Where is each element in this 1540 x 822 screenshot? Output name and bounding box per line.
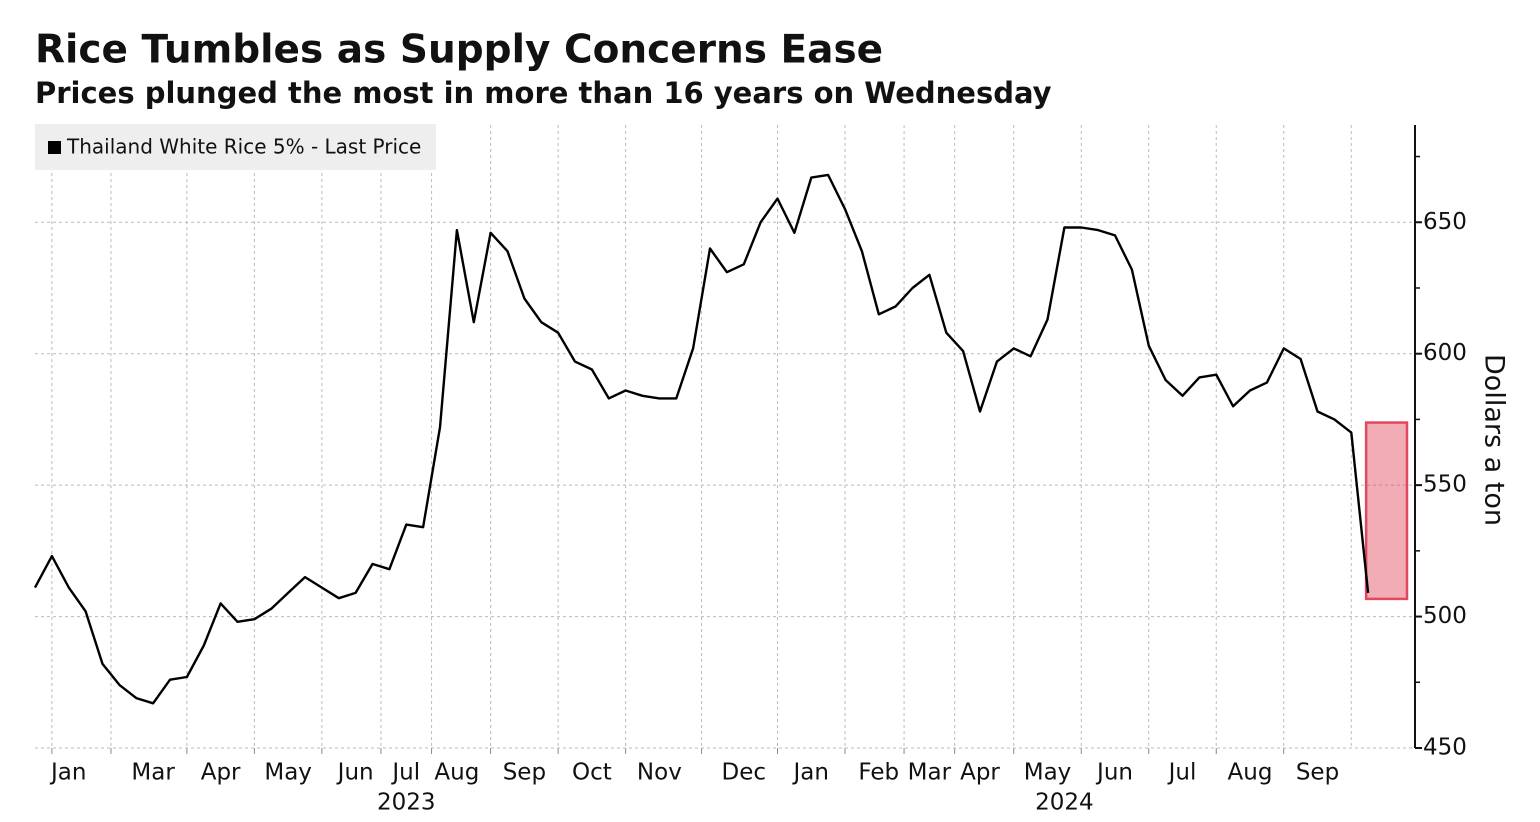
x-tick-label: Mar — [908, 760, 952, 786]
price-line — [33, 173, 1370, 705]
legend-label: Thailand White Rice 5% - Last Price — [66, 135, 421, 159]
y-tick-label: 500 — [1423, 603, 1467, 629]
highlight-box — [1364, 421, 1409, 601]
x-tick-label: Nov — [637, 760, 682, 786]
x-tick-label: Jan — [792, 760, 829, 786]
legend-box — [35, 124, 436, 170]
legend-swatch — [48, 141, 61, 154]
y-tick-label: 650 — [1423, 209, 1467, 235]
year-label: 2024 — [1035, 790, 1094, 816]
x-tick-label: Oct — [572, 760, 612, 786]
x-tick-label: Dec — [721, 760, 766, 786]
y-tick-label: 600 — [1423, 340, 1467, 366]
x-tick-label: Jun — [1095, 760, 1133, 786]
x-tick-label: Jul — [390, 760, 420, 786]
x-tick-label: Aug — [434, 760, 479, 786]
chart-title: Rice Tumbles as Supply Concerns Ease — [35, 28, 883, 73]
year-label: 2023 — [377, 790, 436, 816]
x-tick-label: Jan — [49, 760, 86, 786]
y-axis-title: Dollars a ton — [1479, 354, 1510, 526]
y-tick-label: 550 — [1423, 472, 1467, 498]
x-tick-label: Feb — [858, 760, 899, 786]
x-tick-label: Mar — [131, 760, 175, 786]
x-tick-label: Jul — [1167, 760, 1197, 786]
x-tick-label: May — [1024, 760, 1072, 786]
x-tick-label: Apr — [960, 760, 1000, 786]
x-tick-label: May — [264, 760, 312, 786]
chart-subtitle: Prices plunged the most in more than 16 … — [35, 76, 1052, 110]
y-tick-label: 450 — [1423, 735, 1467, 761]
x-tick-label: Aug — [1228, 760, 1273, 786]
x-tick-label: Jun — [336, 760, 374, 786]
x-tick-label: Apr — [201, 760, 241, 786]
x-tick-label: Sep — [1296, 760, 1339, 786]
x-tick-label: Sep — [503, 760, 546, 786]
